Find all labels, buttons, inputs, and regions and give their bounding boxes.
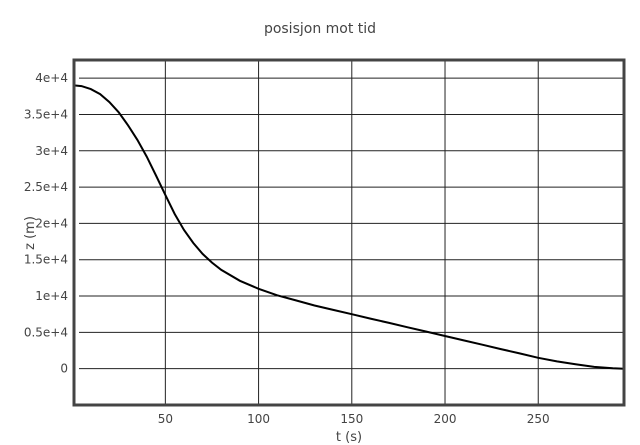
plot-frame <box>72 58 626 407</box>
y-tick-label: 4e+4 <box>35 71 68 85</box>
x-tick-label: 150 <box>340 412 363 426</box>
y-tick-label: 1e+4 <box>35 289 68 303</box>
y-tick-label: 2e+4 <box>35 216 68 230</box>
y-tick-label: 3.5e+4 <box>24 107 68 121</box>
y-axis-label: z (m) <box>23 216 38 250</box>
y-tick-label: 3e+4 <box>35 144 68 158</box>
series-line <box>73 84 625 370</box>
y-tick-labels: 0 0.5e+4 1e+4 1.5e+4 2e+4 2.5e+4 3e+4 3.5e+4 4e+… <box>24 71 68 376</box>
y-tick-label: 2.5e+4 <box>24 180 68 194</box>
x-tick-label: 200 <box>434 412 457 426</box>
y-tick-label: 1.5e+4 <box>24 253 68 267</box>
chart-title: posisjon mot tid <box>264 21 376 37</box>
x-tick-label: 100 <box>247 412 270 426</box>
y-tick-label: 0.5e+4 <box>24 325 68 339</box>
x-axis-label: t (s) <box>336 430 362 445</box>
grid <box>79 60 624 405</box>
y-tick-label: 0 <box>60 362 68 376</box>
x-tick-labels: 50 100 150 200 250 <box>158 412 550 426</box>
x-tick-label: 250 <box>527 412 550 426</box>
x-tick-label: 50 <box>158 412 173 426</box>
